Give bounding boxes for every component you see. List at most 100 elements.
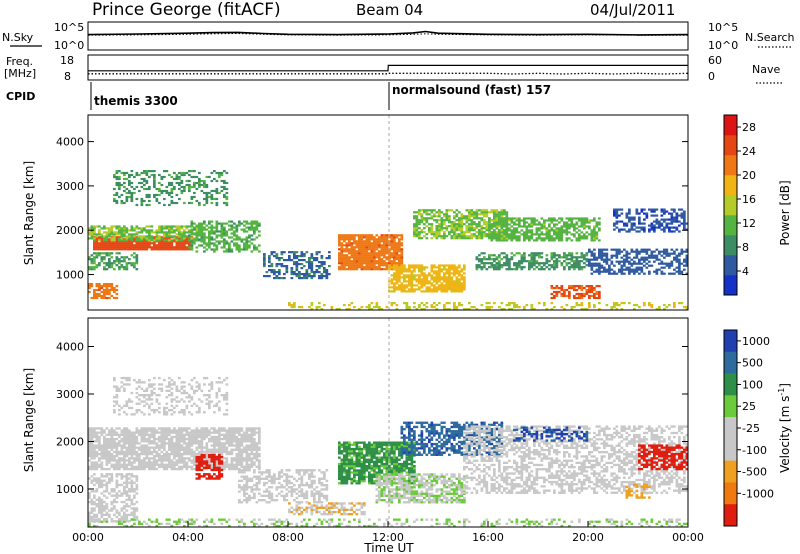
data-cell xyxy=(215,191,219,195)
data-cell xyxy=(653,214,656,217)
data-cell xyxy=(128,433,131,437)
data-cell xyxy=(125,440,129,443)
data-cell xyxy=(130,197,134,201)
data-cell xyxy=(650,228,654,231)
data-cell xyxy=(430,304,434,307)
nsearch-tick-top: 10^5 xyxy=(708,21,738,34)
data-cell xyxy=(198,201,201,205)
data-cell xyxy=(613,302,616,305)
data-cell xyxy=(678,266,681,269)
data-cell xyxy=(208,238,211,241)
data-cell xyxy=(195,427,199,430)
data-cell xyxy=(623,272,626,275)
data-cell xyxy=(278,263,281,266)
data-cell xyxy=(460,290,464,293)
data-cell xyxy=(348,234,351,237)
data-cell xyxy=(348,236,351,239)
data-cell xyxy=(88,452,91,456)
data-cell xyxy=(318,277,321,280)
data-cell xyxy=(503,225,506,228)
data-cell xyxy=(338,258,341,261)
data-cell xyxy=(500,231,504,234)
data-cell xyxy=(348,238,351,241)
data-cell xyxy=(645,216,649,219)
data-cell xyxy=(165,463,169,466)
data-cell xyxy=(88,258,91,261)
data-cell xyxy=(420,213,424,216)
data-cell xyxy=(353,252,356,255)
data-cell xyxy=(370,248,374,251)
data-cell xyxy=(540,256,544,259)
data-cell xyxy=(135,455,139,458)
data-cell xyxy=(195,231,199,234)
data-cell xyxy=(618,260,621,263)
data-cell xyxy=(625,222,629,225)
data-cell xyxy=(380,254,384,257)
data-cell xyxy=(198,203,201,207)
data-cell xyxy=(445,229,449,232)
data-cell xyxy=(435,288,439,291)
data-cell xyxy=(220,226,224,229)
data-cell xyxy=(375,234,379,237)
data-cell xyxy=(210,238,214,241)
data-cell xyxy=(445,280,449,283)
data-cell xyxy=(190,242,194,245)
data-cell xyxy=(480,268,484,271)
data-cell xyxy=(230,452,234,456)
data-cell xyxy=(388,250,391,253)
data-cell xyxy=(663,220,666,223)
data-cell xyxy=(220,246,224,249)
data-cell xyxy=(193,183,196,187)
data-cell xyxy=(678,258,681,261)
data-cell xyxy=(495,239,499,242)
data-cell xyxy=(130,444,134,447)
data-cell xyxy=(593,252,596,255)
data-cell xyxy=(440,237,444,240)
data-cell xyxy=(135,225,139,228)
data-cell xyxy=(455,268,459,271)
data-cell xyxy=(355,268,359,271)
data-cell xyxy=(633,270,636,273)
data-cell xyxy=(155,463,159,466)
data-cell xyxy=(118,227,121,230)
data-cell xyxy=(383,242,386,245)
data-cell xyxy=(463,282,466,285)
data-cell xyxy=(133,461,136,464)
data-cell xyxy=(450,264,454,267)
data-cell xyxy=(98,294,101,298)
data-cell xyxy=(635,262,639,265)
data-cell xyxy=(438,284,441,287)
y-tick-label: 3000 xyxy=(56,180,84,193)
data-cell xyxy=(163,225,166,228)
data-cell xyxy=(443,223,446,226)
beam-title: Beam 04 xyxy=(356,1,423,19)
data-cell xyxy=(448,264,451,267)
data-cell xyxy=(453,304,456,307)
data-cell xyxy=(310,265,314,268)
data-cell xyxy=(145,429,149,432)
data-cell xyxy=(660,218,664,221)
data-cell xyxy=(93,433,96,437)
data-cell xyxy=(93,290,96,294)
data-cell xyxy=(228,442,231,445)
data-cell xyxy=(605,258,609,261)
data-cell xyxy=(438,274,441,277)
data-cell xyxy=(258,244,261,247)
data-cell xyxy=(585,221,589,224)
data-cell xyxy=(210,224,214,227)
data-cell xyxy=(593,258,596,261)
data-cell xyxy=(125,448,129,451)
data-cell xyxy=(670,216,674,219)
data-cell xyxy=(168,459,171,462)
data-cell xyxy=(458,223,461,226)
data-cell xyxy=(575,258,579,261)
data-cell xyxy=(685,248,689,251)
data-cell xyxy=(598,262,601,265)
data-cell xyxy=(235,452,239,456)
data-cell xyxy=(128,452,131,456)
data-cell xyxy=(213,230,216,233)
data-cell xyxy=(550,252,554,255)
data-cell xyxy=(673,216,676,219)
data-cell xyxy=(403,290,406,293)
data-cell xyxy=(545,235,549,238)
